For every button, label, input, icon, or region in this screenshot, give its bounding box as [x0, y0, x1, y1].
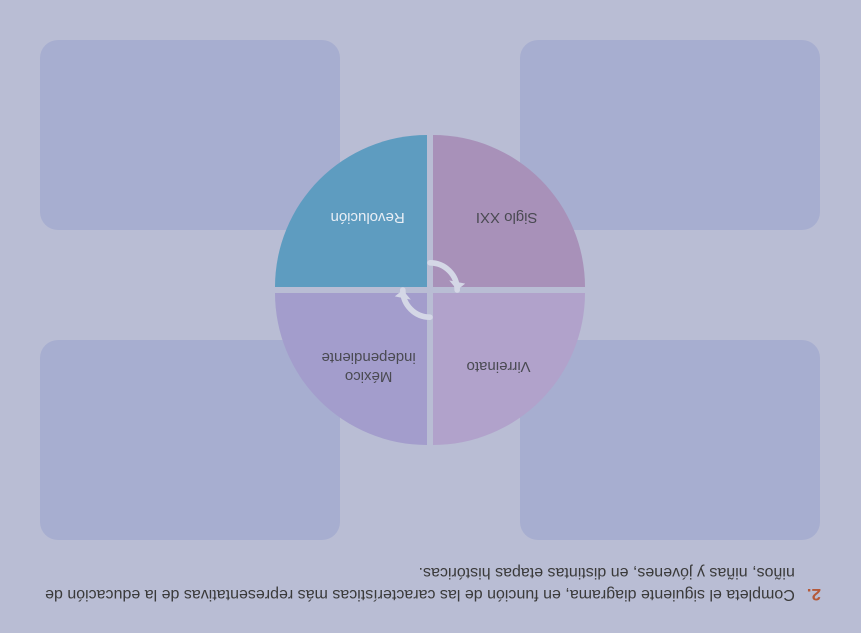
quadrant-label: Virreinato: [467, 356, 531, 375]
cycle-wheel: Virreinato Méxicoindependiente Siglo XXI…: [276, 135, 586, 445]
instruction-block: 2. Completa el siguiente diagrama, en fu…: [40, 562, 821, 605]
quadrant-label: Méxicoindependiente: [322, 347, 416, 385]
quadrant-label: Siglo XXI: [476, 207, 538, 226]
cycle-arrows-icon: [391, 250, 471, 330]
instruction-text: Completa el siguiente diagrama, en funci…: [40, 562, 795, 605]
page-root: 2. Completa el siguiente diagrama, en fu…: [0, 0, 861, 633]
diagram-area: Virreinato Méxicoindependiente Siglo XXI…: [41, 40, 821, 540]
quadrant-label: Revolución: [331, 207, 405, 226]
instruction-number: 2.: [807, 562, 821, 605]
